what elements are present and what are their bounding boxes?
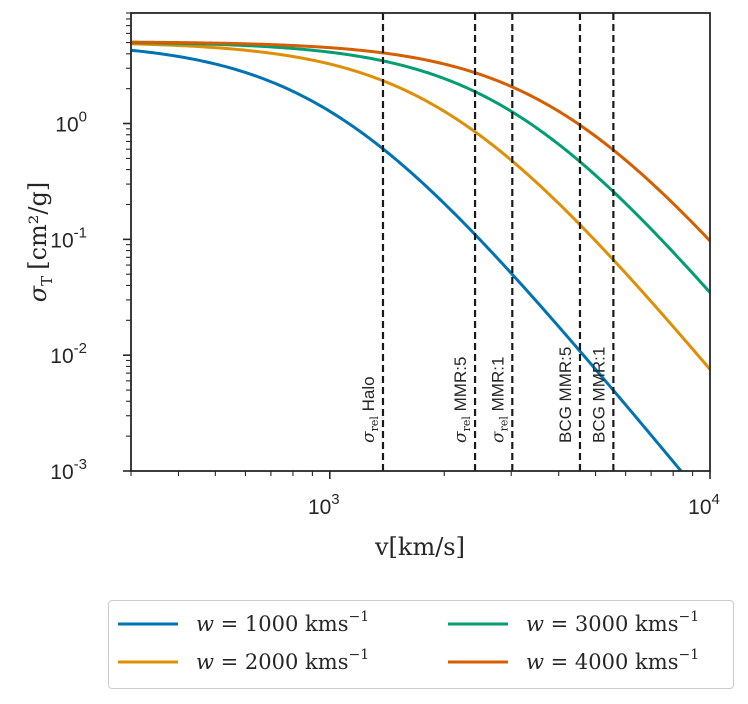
vline-label-3: σrel MMR:1: [488, 357, 510, 443]
y-tick-label-1: 10-3: [50, 456, 87, 484]
y-axis: 10-3 10-2 10-1 100: [50, 12, 131, 484]
y-tick-label-4: 100: [55, 109, 87, 137]
x-axis: 103 104: [130, 471, 720, 519]
y-tick-label-3: 10-1: [50, 224, 87, 252]
y-axis-title-units: [cm²/g]: [24, 182, 52, 270]
svg-text:σT[cm²/g]: σT [cm²/g]: [24, 182, 56, 302]
legend-label-3: w = 3000 kms−1: [526, 609, 699, 636]
x-tick-label-2: 104: [688, 491, 720, 519]
vline-layer: σrel Halo σrel MMR:5 σrel MMR:1 BCG MMR:5 BC…: [359, 13, 615, 471]
y-axis-title: σT [cm²/g]: [24, 182, 56, 302]
vline-label-5: BCG MMR:1: [589, 347, 608, 443]
y-tick-label-2: 10-2: [50, 340, 87, 368]
vline-label-1: σrel Halo: [359, 376, 381, 443]
y-axis-title-symbol: σ: [24, 285, 52, 302]
legend-label-1: w = 1000 kms−1: [196, 609, 369, 636]
legend-label-2: w = 2000 kms−1: [196, 647, 369, 674]
plot-frame: [130, 12, 711, 472]
x-tick-label-1: 103: [308, 491, 340, 519]
vline-label-2: σrel MMR:5: [451, 357, 473, 443]
legend: [108, 600, 734, 689]
legend-label-4: w = 4000 kms−1: [526, 647, 699, 674]
y-axis-title-sub: T: [38, 276, 56, 286]
x-axis-title: v[km/s]: [374, 533, 465, 561]
vline-label-4: BCG MMR:5: [556, 347, 575, 443]
